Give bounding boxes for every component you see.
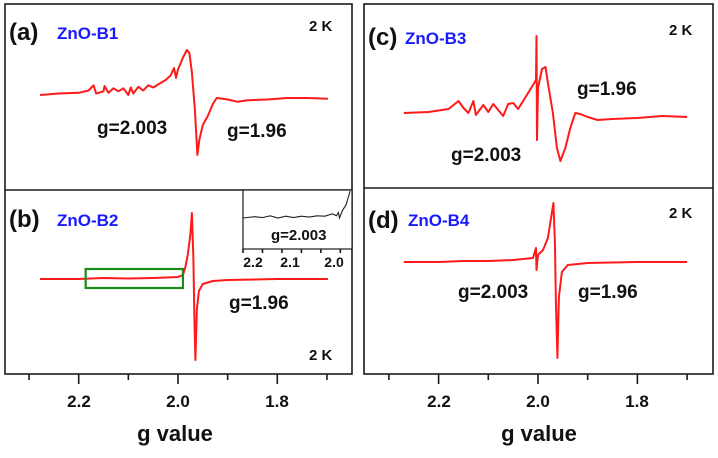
right-tick-label-2.0: 2.0 — [526, 392, 550, 411]
right-tick-label-2.2: 2.2 — [427, 392, 451, 411]
panel-d-temperature: 2 K — [669, 205, 693, 222]
panel-b-inset-annotation: g=2.003 — [271, 227, 326, 244]
left-frame — [4, 3, 353, 375]
panel-c-letter: (c) — [368, 24, 397, 51]
panel-b-inset-tick-label-2.2: 2.2 — [243, 254, 263, 270]
left-tick-label-2.2: 2.2 — [67, 392, 91, 411]
panel-c-annotation-g196: g=1.96 — [577, 79, 637, 100]
panel-d-letter: (d) — [368, 207, 399, 234]
panel-a-letter: (a) — [9, 19, 38, 46]
panel-b-highlight-box — [84, 267, 185, 290]
panel-b-inset-tick-label-2.1: 2.1 — [280, 254, 300, 270]
left-tick-label-1.8: 1.8 — [265, 392, 289, 411]
panel-b-inset-tick-label-2.0: 2.0 — [324, 254, 344, 270]
panel-d-spectrum-line — [403, 202, 688, 359]
panel-b-spectrum-line — [40, 212, 328, 361]
panel-a-spectrum-line — [39, 49, 328, 156]
panel-b-sample-label: ZnO-B2 — [57, 211, 118, 230]
panel-c-temperature: 2 K — [669, 22, 693, 39]
left-x-ticks — [28, 374, 328, 384]
panel-c-spectrum-line — [403, 35, 688, 162]
panel-b-inset-ticks — [242, 249, 342, 253]
panel-c-annotation-g2003: g=2.003 — [451, 145, 521, 166]
panel-d-annotation-g2003: g=2.003 — [458, 282, 528, 303]
panel-b-inset-frame — [242, 189, 353, 250]
panel-b-letter: (b) — [9, 206, 40, 233]
panel-d-sample-label: ZnO-B4 — [408, 211, 470, 230]
right-frame — [363, 3, 714, 375]
left-tick-label-2.0: 2.0 — [166, 392, 190, 411]
panel-a-temperature: 2 K — [309, 18, 333, 35]
panel-d-annotation-g196: g=1.96 — [578, 282, 638, 303]
left-x-axis-label: g value — [137, 421, 213, 446]
right-tick-label-1.8: 1.8 — [625, 392, 649, 411]
panel-a-annotation-g2003: g=2.003 — [97, 118, 167, 139]
panel-a-annotation-g196: g=1.96 — [227, 121, 287, 142]
panel-a-sample-label: ZnO-B1 — [57, 24, 118, 43]
right-x-ticks — [388, 374, 688, 384]
panel-b-inset-spectrum-line — [242, 190, 351, 220]
panel-b-annotation-g196: g=1.96 — [229, 293, 289, 314]
panel-b-temperature: 2 K — [309, 347, 333, 364]
right-x-axis-label: g value — [501, 421, 577, 446]
panel-c-sample-label: ZnO-B3 — [405, 29, 466, 48]
